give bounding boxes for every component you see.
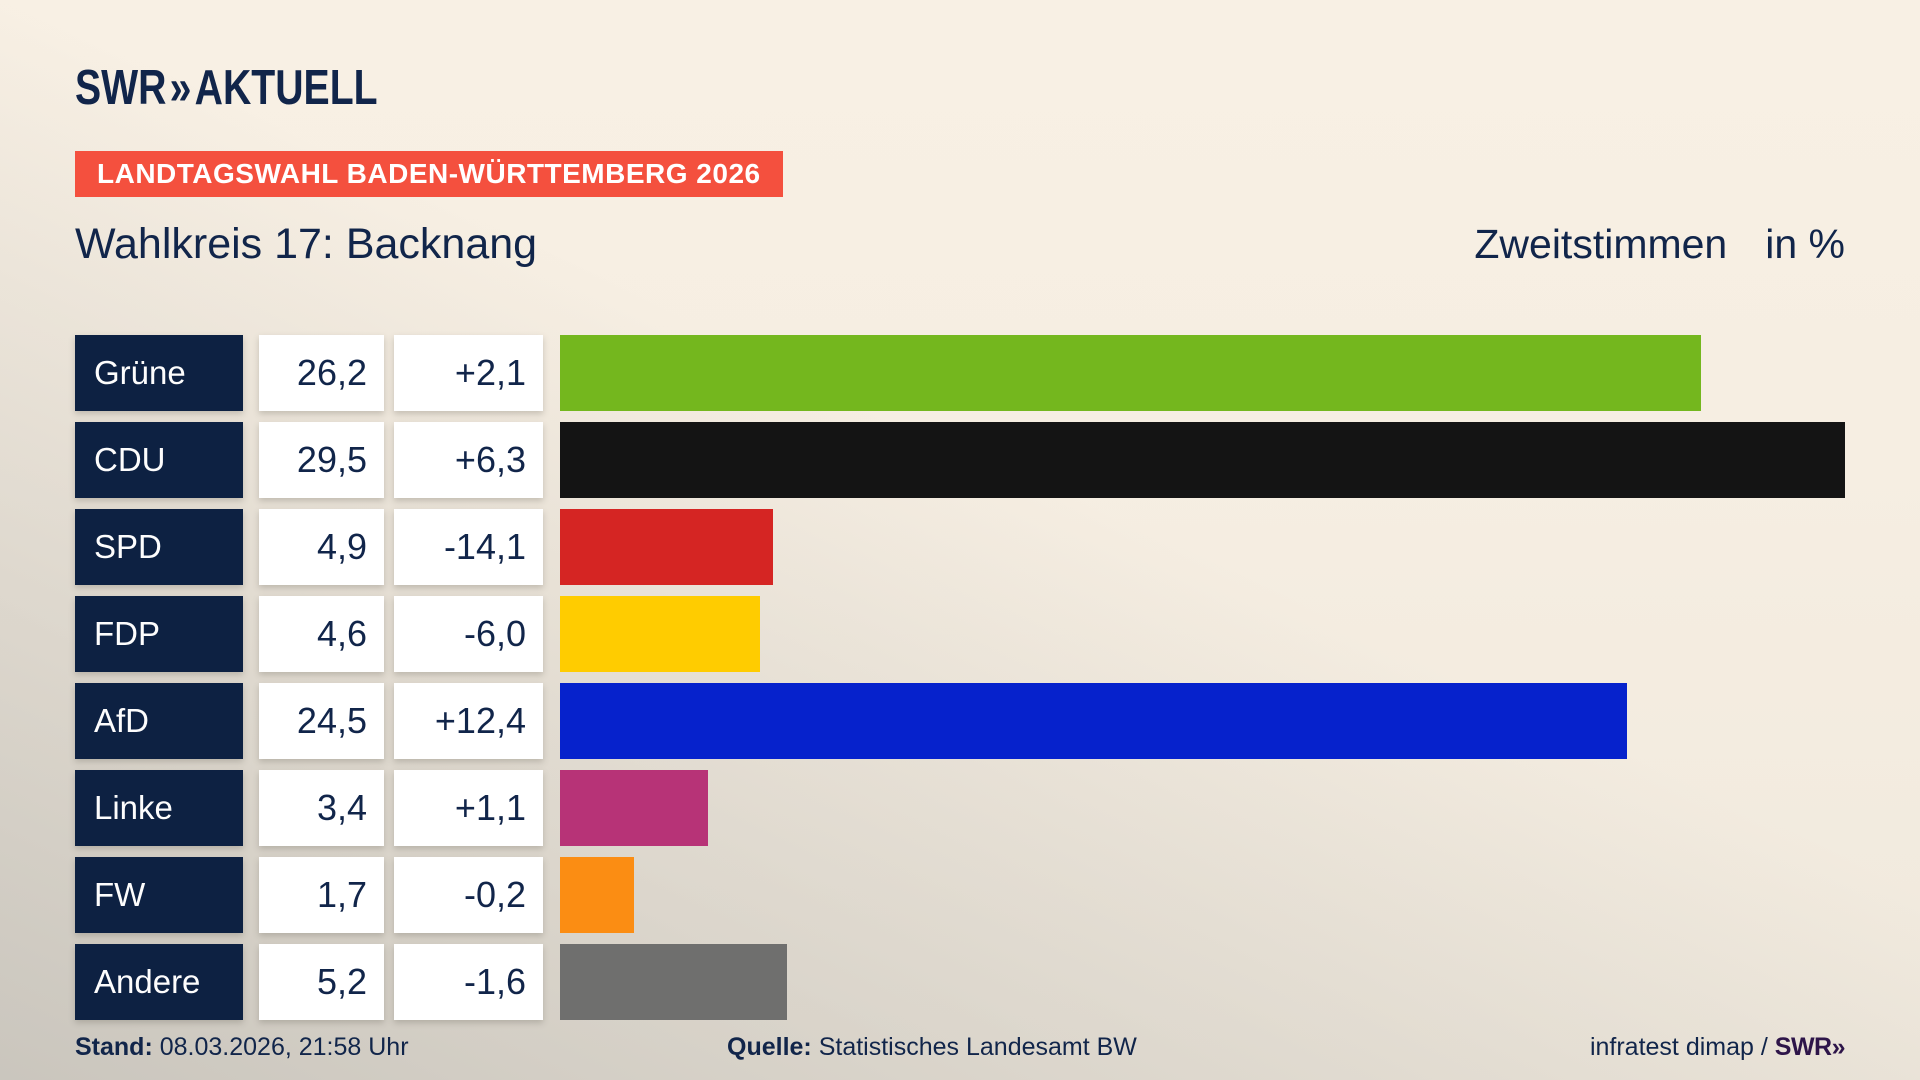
stand-label: Stand: — [75, 1033, 153, 1061]
party-change-value: -14,1 — [394, 509, 543, 585]
aktuell-wordmark: AKTUELL — [194, 61, 378, 115]
stand-timestamp: Stand: 08.03.2026, 21:58 Uhr — [75, 1033, 409, 1062]
result-bar — [560, 770, 709, 846]
party-row: SPD 4,9 -14,1 — [75, 509, 1845, 585]
party-name-label: SPD — [75, 509, 243, 585]
party-change-value: -1,6 — [394, 944, 543, 1020]
bar-track — [560, 857, 1845, 933]
party-change-value: -0,2 — [394, 857, 543, 933]
party-change-value: +12,4 — [394, 683, 543, 759]
party-row: FDP 4,6 -6,0 — [75, 596, 1845, 672]
party-row: FW 1,7 -0,2 — [75, 857, 1845, 933]
footer: Stand: 08.03.2026, 21:58 Uhr Quelle: Sta… — [75, 1033, 1846, 1069]
party-result-value: 26,2 — [259, 335, 384, 411]
source-value: Statistisches Landesamt BW — [818, 1033, 1137, 1061]
party-name-label: Linke — [75, 770, 243, 846]
party-name-label: Grüne — [75, 335, 243, 411]
bar-track — [560, 770, 1845, 846]
source: Quelle: Statistisches Landesamt BW — [727, 1033, 1137, 1062]
party-change-value: +1,1 — [394, 770, 543, 846]
party-result-value: 5,2 — [259, 944, 384, 1020]
result-bar — [560, 683, 1628, 759]
party-row: Grüne 26,2 +2,1 — [75, 335, 1845, 411]
result-bar — [560, 944, 787, 1020]
result-bar — [560, 596, 761, 672]
title-row: Wahlkreis 17: Backnang Zweitstimmen in % — [75, 220, 1845, 269]
result-bar — [560, 422, 1845, 498]
source-label: Quelle: — [727, 1033, 812, 1061]
credit-swr-chevrons-icon: » — [1831, 1033, 1846, 1061]
party-result-value: 29,5 — [259, 422, 384, 498]
swr-aktuell-logo: SWR» AKTUELL — [75, 64, 378, 113]
party-name-label: AfD — [75, 683, 243, 759]
party-name-label: FW — [75, 857, 243, 933]
page-title: Wahlkreis 17: Backnang — [75, 220, 538, 268]
swr-wordmark: SWR — [75, 61, 167, 115]
measure-label: Zweitstimmen — [1474, 221, 1728, 267]
party-row: Andere 5,2 -1,6 — [75, 944, 1845, 1020]
result-bar — [560, 335, 1702, 411]
party-result-value: 3,4 — [259, 770, 384, 846]
party-result-value: 24,5 — [259, 683, 384, 759]
party-row: Linke 3,4 +1,1 — [75, 770, 1845, 846]
party-name-label: Andere — [75, 944, 243, 1020]
credit-text: infratest dimap / — [1589, 1033, 1768, 1061]
stand-value: 08.03.2026, 21:58 Uhr — [159, 1033, 409, 1061]
bar-track — [560, 509, 1845, 585]
unit-label: in % — [1765, 221, 1845, 267]
bar-track — [560, 335, 1845, 411]
party-row: AfD 24,5 +12,4 — [75, 683, 1845, 759]
swr-chevrons-icon: » — [169, 61, 192, 115]
bar-track — [560, 422, 1845, 498]
party-change-value: -6,0 — [394, 596, 543, 672]
party-change-value: +6,3 — [394, 422, 543, 498]
bar-track — [560, 596, 1845, 672]
party-result-value: 4,9 — [259, 509, 384, 585]
vote-measure: Zweitstimmen in % — [1474, 221, 1845, 268]
result-bar — [560, 857, 635, 933]
results-bar-chart: Grüne 26,2 +2,1 CDU 29,5 +6,3 SPD 4,9 -14,1 FDP 4,… — [75, 335, 1845, 1031]
election-banner-label: LANDTAGSWAHL BADEN-WÜRTTEMBERG 2026 — [97, 158, 761, 189]
credit: infratest dimap / SWR» — [1589, 1033, 1846, 1062]
bar-track — [560, 683, 1845, 759]
election-banner: LANDTAGSWAHL BADEN-WÜRTTEMBERG 2026 — [75, 151, 783, 197]
party-result-value: 1,7 — [259, 857, 384, 933]
party-row: CDU 29,5 +6,3 — [75, 422, 1845, 498]
bar-track — [560, 944, 1845, 1020]
result-bar — [560, 509, 774, 585]
party-result-value: 4,6 — [259, 596, 384, 672]
party-change-value: +2,1 — [394, 335, 543, 411]
credit-swr-logo: SWR» — [1774, 1033, 1846, 1061]
party-name-label: CDU — [75, 422, 243, 498]
party-name-label: FDP — [75, 596, 243, 672]
